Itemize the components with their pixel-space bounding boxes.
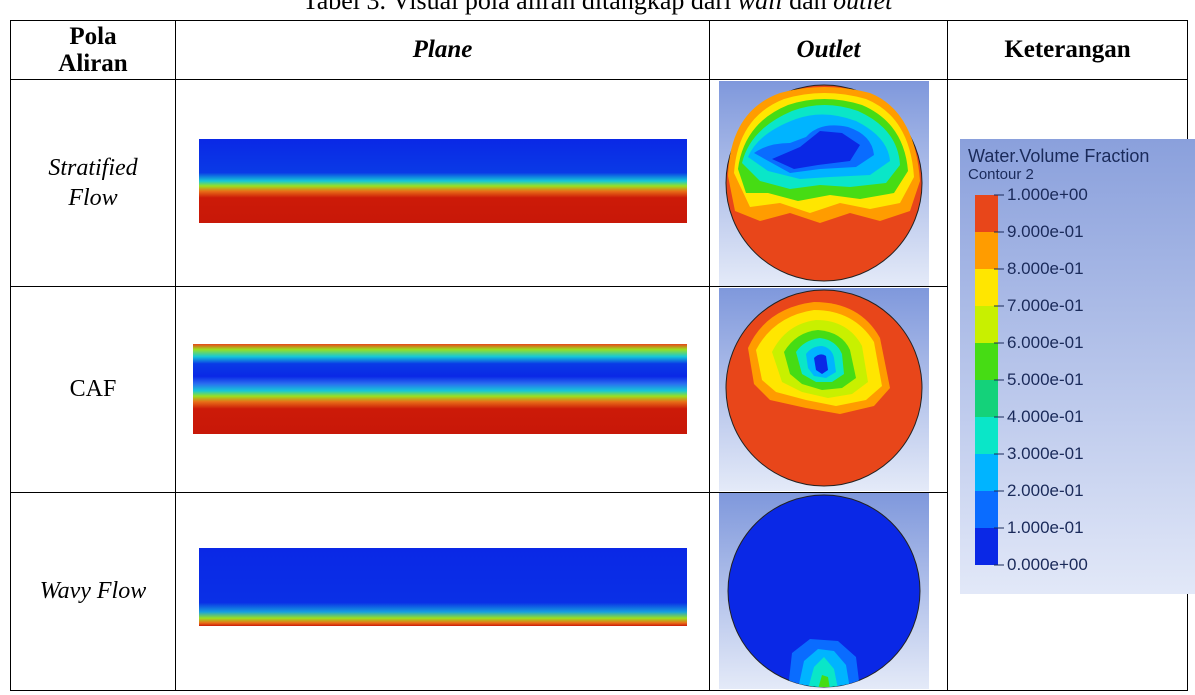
legend-tick-label: 7.000e-01 bbox=[1007, 296, 1084, 315]
row-label-caf: CAF bbox=[10, 286, 176, 493]
legend-tick-label: 8.000e-01 bbox=[1007, 259, 1084, 278]
legend-tick-label: 5.000e-01 bbox=[1007, 370, 1084, 389]
legend-tick-label: 1.000e-01 bbox=[1007, 518, 1084, 537]
legend-tick-label: 9.000e-01 bbox=[1007, 222, 1084, 241]
outlet-image-wavy bbox=[709, 491, 948, 692]
plane-image-stratified bbox=[175, 78, 710, 288]
legend-color-band bbox=[975, 232, 998, 269]
legend-tick-label: 2.000e-01 bbox=[1007, 481, 1084, 500]
table-caption: Tabel 3. Visual pola aliran ditangkap da… bbox=[302, 0, 893, 15]
header-plane: Plane bbox=[175, 20, 710, 80]
water-volume-fraction-legend: Water.Volume Fraction Contour 2 1.000e+0… bbox=[960, 139, 1195, 594]
legend-subtitle: Contour 2 bbox=[968, 166, 1034, 183]
table-row: Wavy Flow bbox=[10, 491, 1188, 692]
table-row: Stratified Flow bbox=[10, 78, 1195, 691]
legend-color-band bbox=[975, 195, 998, 232]
legend-tick-label: 0.000e+00 bbox=[1007, 555, 1088, 574]
legend-tick-label: 1.000e+00 bbox=[1007, 185, 1088, 204]
row-label-stratified: Stratified Flow bbox=[10, 78, 176, 288]
legend-color-band bbox=[975, 417, 998, 454]
flow-pattern-table: Pola Aliran Plane Outlet Keterangan Strat… bbox=[10, 20, 1195, 692]
header-keterangan: Keterangan bbox=[947, 20, 1188, 80]
legend-tick-label: 4.000e-01 bbox=[1007, 407, 1084, 426]
table-header-row: Pola Aliran Plane Outlet Keterangan bbox=[10, 20, 1188, 80]
legend-title: Water.Volume Fraction bbox=[968, 146, 1150, 166]
legend-color-band bbox=[975, 306, 998, 343]
table-row: CAF bbox=[10, 286, 1188, 493]
row-label-wavy: Wavy Flow bbox=[10, 491, 176, 692]
legend-tick-label: 6.000e-01 bbox=[1007, 333, 1084, 352]
legend-cell: Water.Volume Fraction Contour 2 1.000e+0… bbox=[947, 79, 1195, 691]
legend-color-band bbox=[975, 343, 998, 380]
legend-color-band bbox=[975, 528, 998, 565]
legend-color-band bbox=[975, 269, 998, 306]
legend-color-band bbox=[975, 380, 998, 417]
plane-image-caf bbox=[175, 286, 710, 493]
outlet-image-stratified bbox=[709, 78, 948, 288]
legend-color-band bbox=[975, 454, 998, 491]
plane-image-wavy bbox=[175, 491, 710, 692]
header-outlet: Outlet bbox=[709, 20, 948, 80]
header-pola-aliran: Pola Aliran bbox=[10, 20, 176, 80]
legend-tick-label: 3.000e-01 bbox=[1007, 444, 1084, 463]
outlet-image-caf bbox=[709, 286, 948, 493]
legend-color-band bbox=[975, 491, 998, 528]
